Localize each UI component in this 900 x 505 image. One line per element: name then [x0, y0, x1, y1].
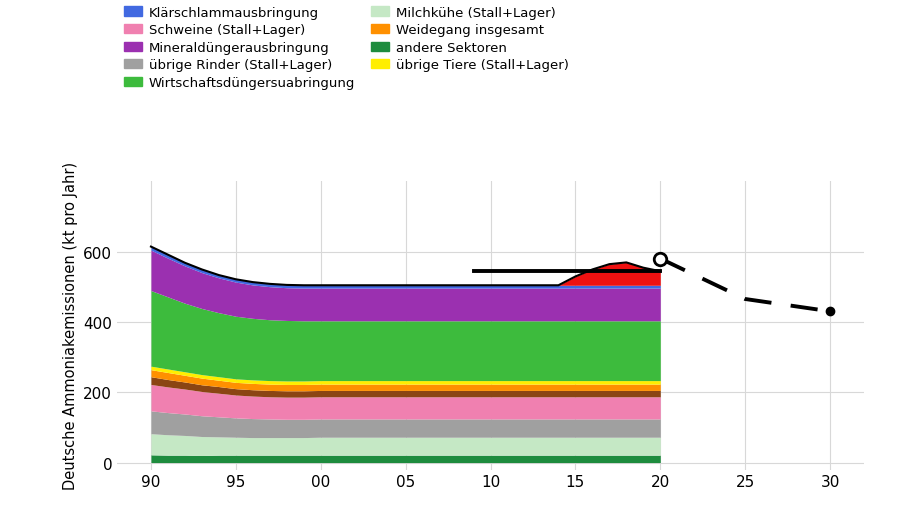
Y-axis label: Deutsche Ammoniakemissionen (kt pro Jahr): Deutsche Ammoniakemissionen (kt pro Jahr… [63, 162, 77, 489]
Legend: Klärschlammausbringung, Schweine (Stall+Lager), Mineraldüngerausbringung, übrige: Klärschlammausbringung, Schweine (Stall+… [123, 7, 569, 90]
